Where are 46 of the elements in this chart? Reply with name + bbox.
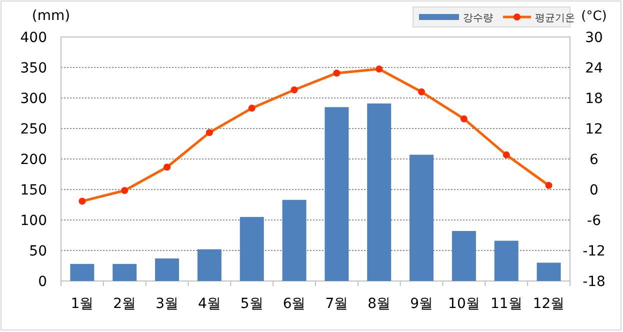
- x-tick-label: 12월: [532, 296, 565, 312]
- x-tick-label: 6월: [282, 296, 306, 312]
- x-tick-label: 8월: [368, 296, 391, 312]
- x-tick-label: 2월: [113, 296, 136, 312]
- x-tick-label: 11월: [490, 296, 522, 312]
- x-tick-label: 4월: [198, 296, 221, 312]
- x-tick-label: 3월: [156, 296, 179, 312]
- bar: [367, 103, 392, 281]
- y2-tick-label: -12: [582, 244, 606, 260]
- bar: [240, 216, 264, 281]
- x-tick-label: 10월: [448, 296, 480, 312]
- y-tick-label: 200: [20, 152, 47, 168]
- bar: [197, 249, 222, 281]
- y-tick-label: 400: [20, 30, 47, 46]
- bar: [324, 107, 349, 281]
- bar: [410, 154, 434, 281]
- x-tick-label: 7월: [325, 296, 348, 312]
- y-tick-label: 300: [20, 91, 47, 107]
- y2-tick-label: -6: [587, 213, 602, 229]
- y2-axis-title: (°C): [581, 9, 607, 24]
- x-tick-label: 1월: [70, 296, 94, 312]
- legend-label: 강수량: [463, 13, 493, 24]
- y2-tick-label: 0: [590, 182, 598, 198]
- x-tick-label: 9월: [410, 296, 434, 312]
- y-axis-title: (mm): [32, 8, 70, 24]
- y-tick-label: 100: [20, 213, 47, 229]
- y2-tick-label: -18: [582, 274, 606, 290]
- y2-tick-label: 12: [585, 122, 603, 138]
- y-tick-label: 250: [20, 122, 47, 138]
- bar: [282, 200, 306, 281]
- bar: [452, 230, 476, 281]
- y-tick-label: 50: [29, 244, 47, 260]
- legend-label: 평균기온: [535, 13, 575, 24]
- y2-tick-label: 30: [585, 30, 603, 46]
- y-tick-label: 150: [20, 182, 47, 198]
- bar: [155, 258, 180, 281]
- y-tick-label: 350: [20, 60, 47, 76]
- bar: [70, 264, 94, 281]
- y2-tick-label: 18: [585, 91, 603, 107]
- x-tick-label: 5월: [240, 296, 264, 312]
- bar: [494, 240, 518, 281]
- bar: [112, 264, 137, 281]
- y2-tick-label: 6: [590, 152, 599, 168]
- y2-tick-label: 24: [585, 60, 603, 76]
- y-tick-label: 0: [38, 274, 47, 290]
- bar: [536, 262, 561, 281]
